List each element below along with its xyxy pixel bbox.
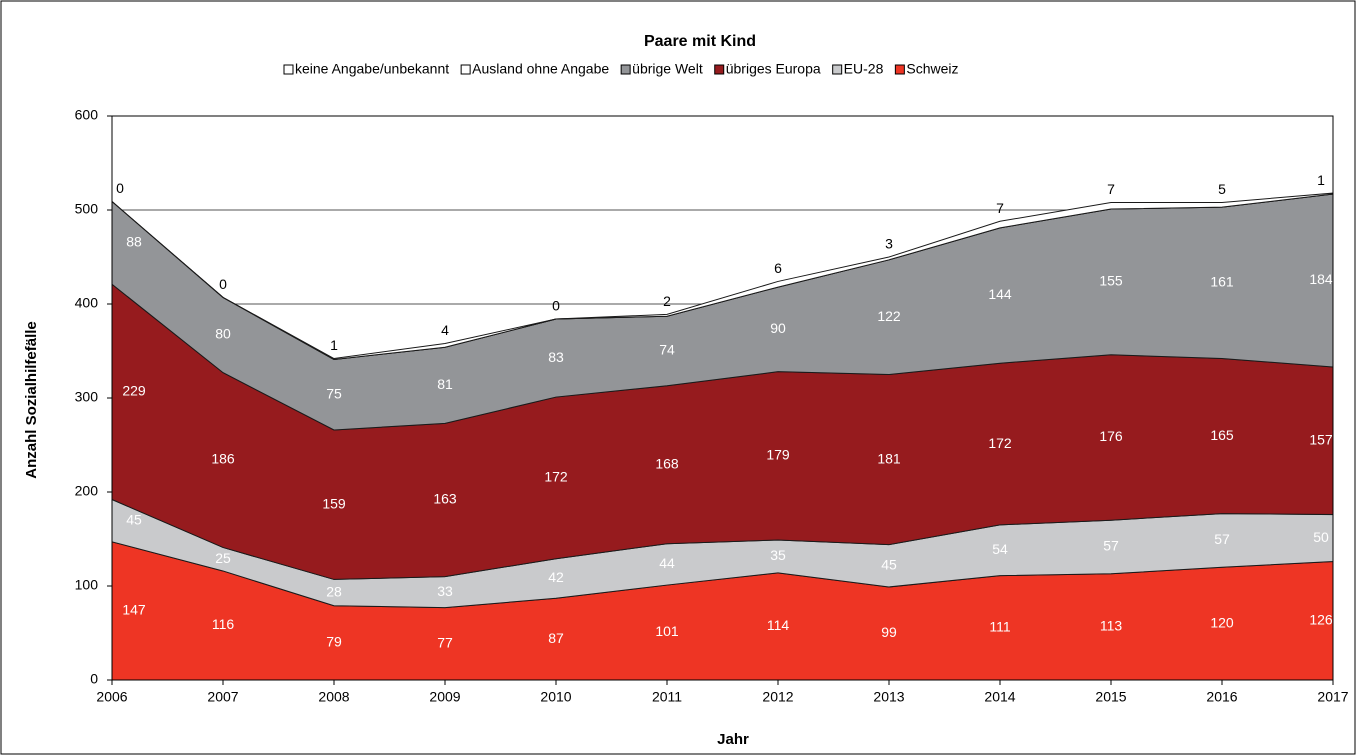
- data-label: 168: [655, 455, 679, 471]
- data-label: 74: [659, 342, 675, 358]
- data-label: 45: [881, 556, 897, 572]
- legend-swatch: [894, 64, 905, 75]
- data-label: 1: [330, 337, 338, 353]
- data-label: 7: [996, 200, 1004, 216]
- data-label: 120: [1210, 614, 1234, 630]
- y-tick-label: 200: [75, 483, 99, 499]
- data-label: 5: [1218, 181, 1226, 197]
- data-label: 7: [1107, 181, 1115, 197]
- data-label: 6: [774, 260, 782, 276]
- data-label: 161: [1210, 274, 1234, 290]
- legend-swatch: [460, 64, 471, 75]
- data-label: 179: [766, 447, 790, 463]
- data-label: 181: [877, 450, 901, 466]
- legend-label: EU-28: [844, 61, 884, 77]
- data-label: 77: [437, 635, 453, 651]
- data-label: 186: [211, 451, 235, 467]
- data-label: 155: [1099, 273, 1123, 289]
- data-label: 0: [116, 180, 124, 196]
- data-label: 111: [989, 619, 1010, 635]
- x-tick-label: 2012: [762, 689, 793, 705]
- legend-swatch: [620, 64, 631, 75]
- legend-swatch: [714, 64, 725, 75]
- data-label: 159: [322, 495, 346, 511]
- legend-swatch: [832, 64, 843, 75]
- data-label: 2: [663, 293, 671, 309]
- data-label: 28: [326, 583, 342, 599]
- data-label: 87: [548, 630, 564, 646]
- data-label: 165: [1210, 427, 1234, 443]
- data-label: 101: [655, 623, 679, 639]
- data-label: 0: [219, 276, 227, 292]
- data-label: 122: [877, 308, 901, 324]
- legend-label: Schweiz: [906, 61, 958, 77]
- data-label: 57: [1214, 531, 1230, 547]
- data-label: 35: [770, 547, 786, 563]
- x-axis-title: Jahr: [717, 731, 749, 748]
- x-tick-label: 2015: [1095, 689, 1126, 705]
- legend-label: keine Angabe/unbekannt: [295, 61, 449, 77]
- y-tick-label: 0: [90, 671, 98, 687]
- data-label: 4: [441, 322, 449, 338]
- data-label: 81: [437, 376, 453, 392]
- y-tick-label: 500: [75, 201, 99, 217]
- data-label: 229: [122, 383, 146, 399]
- x-tick-label: 2008: [318, 689, 349, 705]
- data-label: 80: [215, 326, 231, 342]
- data-label: 99: [881, 624, 897, 640]
- data-label: 157: [1309, 431, 1333, 447]
- data-label: 1: [1317, 172, 1325, 188]
- x-tick-label: 2017: [1317, 689, 1348, 705]
- data-label: 79: [326, 634, 342, 650]
- data-label: 54: [992, 541, 1008, 557]
- data-label: 184: [1309, 271, 1333, 287]
- y-tick-label: 400: [75, 295, 99, 311]
- data-label: 88: [126, 234, 142, 250]
- legend-label: Ausland ohne Angabe: [472, 61, 609, 77]
- data-label: 0: [552, 298, 560, 314]
- data-label: 147: [122, 602, 146, 618]
- data-label: 114: [767, 617, 790, 633]
- plot-border: [111, 115, 1334, 681]
- data-label: 176: [1099, 428, 1123, 444]
- data-label: 83: [548, 349, 564, 365]
- data-label: 45: [126, 511, 142, 527]
- x-tick-label: 2006: [96, 689, 127, 705]
- y-axis-title: Anzahl Sozialhilfefälle: [23, 321, 40, 479]
- data-label: 126: [1309, 611, 1333, 627]
- data-label: 75: [326, 385, 342, 401]
- x-tick-label: 2016: [1206, 689, 1237, 705]
- data-label: 3: [885, 236, 893, 252]
- x-tick-label: 2013: [873, 689, 904, 705]
- data-label: 172: [544, 469, 568, 485]
- data-label: 57: [1103, 538, 1119, 554]
- legend-label: übriges Europa: [726, 61, 821, 77]
- data-label: 163: [433, 491, 457, 507]
- data-label: 44: [659, 555, 675, 571]
- data-label: 33: [437, 583, 453, 599]
- data-label: 172: [988, 435, 1012, 451]
- x-tick-label: 2009: [429, 689, 460, 705]
- data-label: 25: [215, 550, 231, 566]
- data-label: 50: [1313, 529, 1329, 545]
- y-tick-label: 300: [75, 389, 99, 405]
- data-label: 144: [988, 286, 1012, 302]
- y-tick-label: 100: [75, 577, 99, 593]
- x-tick-label: 2007: [207, 689, 238, 705]
- data-label: 42: [548, 569, 564, 585]
- x-tick-label: 2010: [540, 689, 571, 705]
- y-tick-label: 600: [75, 107, 99, 123]
- data-label: 116: [212, 616, 235, 632]
- chart-title: Paare mit Kind: [644, 33, 756, 50]
- data-label: 90: [770, 320, 786, 336]
- legend-swatch: [283, 64, 294, 75]
- x-tick-label: 2014: [984, 689, 1015, 705]
- x-tick-label: 2011: [652, 689, 682, 705]
- legend-label: übrige Welt: [632, 61, 703, 77]
- data-label: 113: [1100, 618, 1123, 634]
